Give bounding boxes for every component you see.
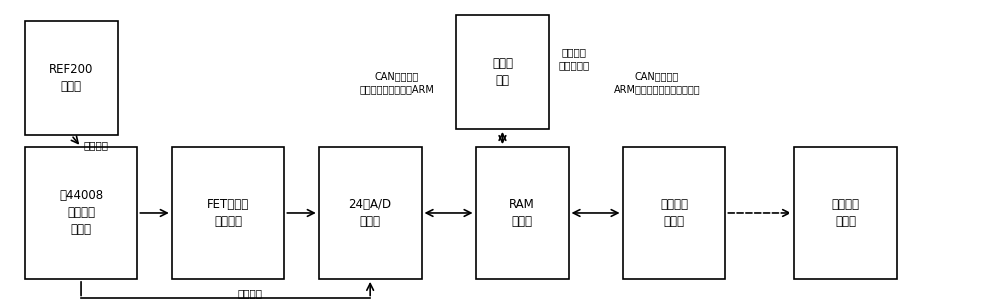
Text: 无线发送
端模块: 无线发送 端模块 xyxy=(831,198,859,228)
Text: 24位A/D
转换器: 24位A/D 转换器 xyxy=(349,198,392,228)
Bar xyxy=(622,147,725,279)
Text: 重力仪
显控: 重力仪 显控 xyxy=(492,57,513,87)
Bar xyxy=(456,15,549,129)
Text: RAM
处理器: RAM 处理器 xyxy=(509,198,535,228)
Text: 参考电压: 参考电压 xyxy=(238,288,263,298)
Bar xyxy=(319,147,422,279)
Bar xyxy=(476,147,569,279)
Bar xyxy=(25,21,118,135)
Bar xyxy=(172,147,284,279)
Text: CAN上行总线
显控设置温度传输至ARM: CAN上行总线 显控设置温度传输至ARM xyxy=(360,71,435,94)
Text: 无线接收
端模块: 无线接收 端模块 xyxy=(660,198,688,228)
Text: 电流缩小: 电流缩小 xyxy=(84,140,108,151)
Bar xyxy=(794,147,897,279)
Text: 温度显示
温度值设置: 温度显示 温度值设置 xyxy=(559,47,590,70)
Text: CAN下行总线
ARM输出温度数据至显控显示: CAN下行总线 ARM输出温度数据至显控显示 xyxy=(613,71,700,94)
Text: 含44008
热敏电阻
的桥路: 含44008 热敏电阻 的桥路 xyxy=(59,189,103,237)
Bar xyxy=(25,147,137,279)
Text: REF200
恒流源: REF200 恒流源 xyxy=(49,63,93,93)
Text: FET缓冲运
算放大器: FET缓冲运 算放大器 xyxy=(207,198,249,228)
